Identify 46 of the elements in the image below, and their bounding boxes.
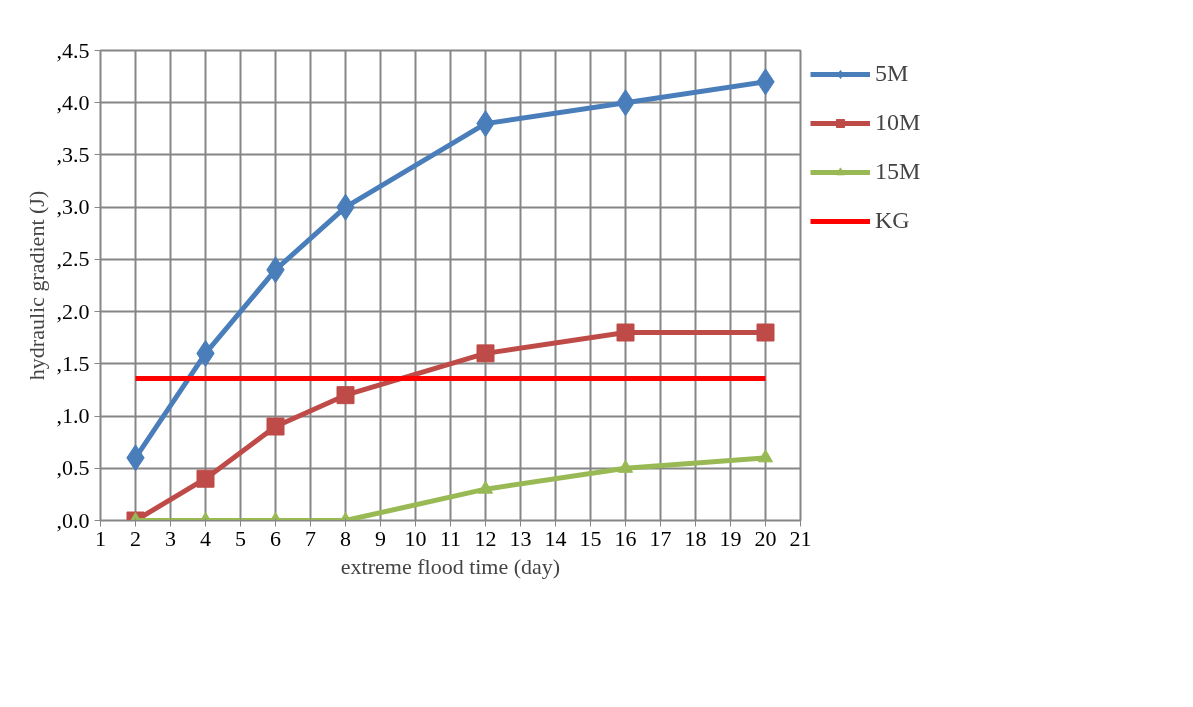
x-tick-label: 13 bbox=[509, 525, 532, 551]
point bbox=[478, 480, 493, 494]
x-tick-label: 7 bbox=[305, 525, 316, 551]
x-tick-label: 1 bbox=[95, 525, 106, 551]
x-tick-label: 10 bbox=[404, 525, 427, 551]
point bbox=[336, 386, 355, 405]
y-tick-label: ,1.0 bbox=[56, 403, 90, 429]
y-tick-label: ,3.5 bbox=[56, 141, 90, 167]
legend-label: 5M bbox=[875, 60, 909, 87]
x-tick-label: 6 bbox=[270, 525, 281, 551]
point bbox=[476, 344, 495, 363]
y-tick-label: ,0.5 bbox=[56, 455, 90, 481]
legend-label: 15M bbox=[875, 158, 921, 185]
x-tick-label: 15 bbox=[579, 525, 602, 551]
point bbox=[756, 323, 775, 342]
x-tick-label: 4 bbox=[200, 525, 211, 551]
x-tick-label: 14 bbox=[544, 525, 567, 551]
x-tick-label: 2 bbox=[130, 525, 141, 551]
y-tick-label: ,4.5 bbox=[56, 37, 90, 63]
x-tick-label: 5 bbox=[235, 525, 246, 551]
legend-label: KG bbox=[875, 207, 910, 234]
x-tick-label: 9 bbox=[375, 525, 386, 551]
x-tick-label: 11 bbox=[439, 525, 462, 551]
y-tick-label: ,4.0 bbox=[56, 89, 90, 115]
point bbox=[616, 323, 635, 342]
x-axis-title: extreme flood time (day) bbox=[340, 553, 561, 579]
y-tick-label: ,0.0 bbox=[56, 507, 90, 533]
point bbox=[266, 417, 285, 436]
x-tick-label: 19 bbox=[719, 525, 742, 551]
x-tick-label: 20 bbox=[754, 525, 777, 551]
y-tick-label: ,2.5 bbox=[56, 246, 90, 272]
point bbox=[758, 449, 773, 463]
x-tick-label: 12 bbox=[474, 525, 497, 551]
x-tick-label: 17 bbox=[649, 525, 672, 551]
x-tick-label: 8 bbox=[340, 525, 351, 551]
y-tick-label: ,3.0 bbox=[56, 194, 90, 220]
x-tick-label: 3 bbox=[165, 525, 176, 551]
y-tick-label: ,2.0 bbox=[56, 298, 90, 324]
legend-label: 10M bbox=[875, 109, 921, 136]
x-tick-label: 18 bbox=[684, 525, 707, 551]
x-tick-label: 16 bbox=[614, 525, 637, 551]
x-tick-label: 21 bbox=[789, 525, 812, 551]
point bbox=[196, 469, 215, 488]
y-tick-label: ,1.5 bbox=[56, 350, 90, 376]
point bbox=[618, 459, 633, 473]
y-axis-title: hydraulic gradient (J) bbox=[23, 190, 49, 381]
